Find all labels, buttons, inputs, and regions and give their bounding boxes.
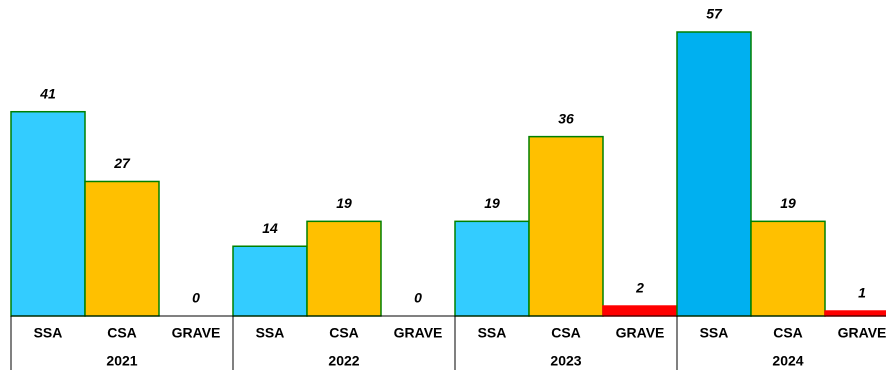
bar xyxy=(232,245,308,317)
value-label: 14 xyxy=(262,220,278,236)
value-label: 0 xyxy=(192,290,200,306)
value-label: 19 xyxy=(336,195,352,211)
value-label: 27 xyxy=(113,155,131,171)
bar xyxy=(528,135,604,317)
x-tick-label: CSA xyxy=(551,325,581,341)
value-label: 2 xyxy=(635,280,644,296)
bar xyxy=(602,305,678,317)
x-tick-label: SSA xyxy=(256,325,285,341)
bar xyxy=(454,220,530,317)
bar xyxy=(750,220,826,317)
bar xyxy=(84,180,160,317)
bar xyxy=(10,110,86,317)
bar xyxy=(676,31,752,317)
x-tick-label: CSA xyxy=(773,325,803,341)
bar xyxy=(824,310,886,317)
bar xyxy=(306,220,382,317)
value-label: 41 xyxy=(39,85,56,101)
group-label: 2024 xyxy=(772,353,803,369)
x-tick-label: GRAVE xyxy=(838,325,886,341)
value-label: 36 xyxy=(558,110,574,126)
x-tick-label: CSA xyxy=(107,325,137,341)
x-tick-label: GRAVE xyxy=(172,325,221,341)
x-tick-label: SSA xyxy=(478,325,507,341)
value-label: 19 xyxy=(484,195,500,211)
value-label: 19 xyxy=(780,195,796,211)
group-label: 2022 xyxy=(328,353,359,369)
group-label: 2023 xyxy=(550,353,581,369)
value-label: 1 xyxy=(858,285,866,301)
x-tick-label: SSA xyxy=(34,325,63,341)
x-tick-label: CSA xyxy=(329,325,359,341)
value-label: 57 xyxy=(706,6,723,22)
group-label: 2021 xyxy=(106,353,137,369)
value-label: 0 xyxy=(414,290,422,306)
x-tick-label: GRAVE xyxy=(616,325,665,341)
x-tick-label: SSA xyxy=(700,325,729,341)
x-tick-label: GRAVE xyxy=(394,325,443,341)
